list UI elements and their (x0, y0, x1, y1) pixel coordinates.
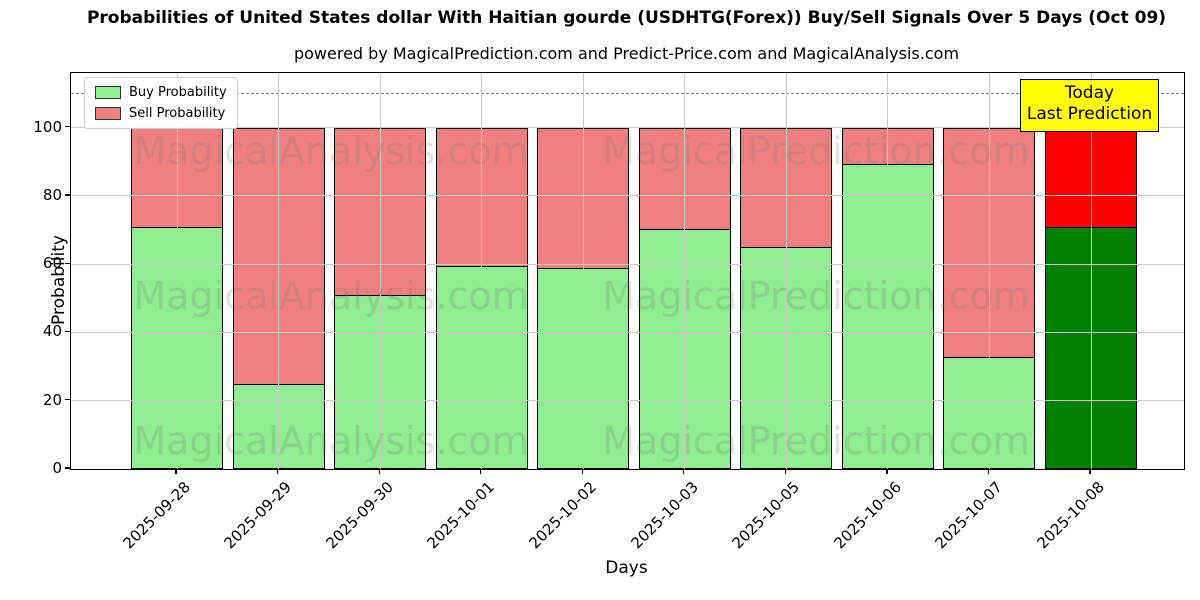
x-tick-label-text: 2025-10-08 (1033, 478, 1108, 553)
x-tick-label-text: 2025-09-28 (119, 478, 194, 553)
y-tick-label: 80 (42, 185, 62, 204)
y-tick-mark (65, 126, 70, 128)
y-tick-mark (65, 467, 70, 469)
y-tick-mark (65, 262, 70, 264)
watermark-text: MagicalPrediction.com (602, 419, 1030, 463)
plot-area: Buy Probability Sell Probability Today L… (70, 72, 1185, 470)
y-tick-label: 40 (42, 322, 62, 341)
x-tick-label-text: 2025-09-30 (322, 478, 397, 553)
sell-swatch (95, 107, 121, 120)
v-gridline (481, 73, 483, 469)
x-tick-mark (480, 469, 482, 474)
x-tick-label-text: 2025-10-05 (728, 478, 804, 553)
watermark-text: MagicalAnalysis.com (133, 419, 529, 463)
y-tick-label: 0 (52, 459, 62, 477)
x-tick-mark (378, 469, 380, 474)
y-tick-mark (65, 399, 70, 401)
watermark-text: MagicalPrediction.com (602, 129, 1030, 173)
x-axis-label: Days (605, 558, 648, 578)
v-gridline (1090, 73, 1092, 469)
watermark-text: MagicalAnalysis.com (133, 129, 529, 173)
legend-item-buy: Buy Probability (95, 85, 227, 100)
y-tick-mark (65, 194, 70, 196)
h-gridline (71, 400, 1184, 402)
y-tick-label: 100 (33, 117, 62, 136)
annotation-line-2: Last Prediction (1026, 104, 1153, 125)
y-tick-label: 60 (42, 254, 62, 273)
h-gridline (71, 331, 1184, 333)
threshold-line (71, 93, 1184, 95)
x-tick-label-text: 2025-10-03 (627, 478, 702, 553)
v-gridline (176, 73, 178, 469)
y-axis-label: Probability (48, 235, 69, 325)
x-tick-label-text: 2025-09-29 (220, 478, 296, 553)
x-tick-mark (683, 469, 685, 474)
x-tick-mark (987, 469, 990, 474)
h-gridline (71, 195, 1184, 197)
x-tick-mark (1089, 469, 1091, 474)
buy-swatch (95, 86, 121, 99)
x-tick-label-text: 2025-10-02 (525, 478, 600, 553)
x-tick-mark (784, 469, 787, 474)
legend-label-sell: Sell Probability (129, 106, 226, 121)
legend: Buy Probability Sell Probability (84, 77, 238, 129)
x-tick-label-text: 2025-10-07 (931, 478, 1007, 553)
v-gridline (278, 73, 280, 469)
x-tick-label-text: 2025-10-06 (830, 478, 905, 553)
v-gridline (887, 73, 889, 469)
x-tick-mark (276, 469, 279, 474)
h-gridline (71, 127, 1184, 129)
v-gridline (988, 73, 990, 469)
annotation-line-1: Today (1064, 83, 1115, 103)
v-gridline (379, 73, 381, 469)
x-tick-label-text: 2025-10-01 (424, 478, 499, 553)
v-gridline (582, 73, 584, 469)
h-gridline (71, 263, 1184, 265)
legend-item-sell: Sell Probability (95, 106, 227, 121)
x-tick-mark (886, 469, 888, 474)
legend-label-buy: Buy Probability (129, 85, 227, 100)
y-tick-mark (65, 330, 70, 333)
x-tick-mark (175, 469, 177, 474)
watermark-text: MagicalPrediction.com (602, 274, 1030, 318)
chart-title: Probabilities of United States dollar Wi… (86, 8, 1167, 28)
v-gridline (684, 73, 686, 469)
y-tick-label: 20 (42, 390, 62, 409)
x-tick-mark (581, 469, 583, 474)
today-annotation: Today Last Prediction (1020, 79, 1159, 132)
chart-subtitle: powered by MagicalPrediction.com and Pre… (293, 44, 960, 63)
watermark-text: MagicalAnalysis.com (133, 274, 529, 318)
v-gridline (785, 73, 787, 469)
